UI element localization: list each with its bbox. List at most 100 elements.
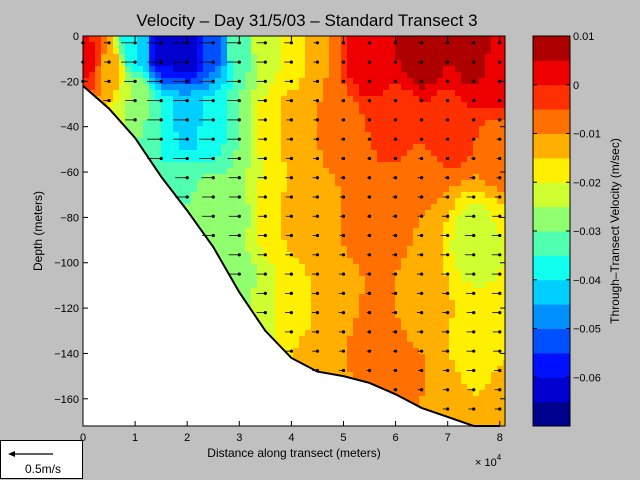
contour-cell xyxy=(179,198,186,205)
contour-cell xyxy=(401,150,408,157)
contour-cell xyxy=(137,126,144,133)
contour-cell xyxy=(299,150,306,157)
contour-cell xyxy=(353,246,360,253)
contour-cell xyxy=(257,222,264,229)
contour-cell xyxy=(395,222,402,229)
contour-cell xyxy=(341,354,348,361)
contour-cell xyxy=(497,258,504,265)
contour-cell xyxy=(449,300,456,307)
contour-cell xyxy=(419,336,426,343)
contour-cell xyxy=(419,324,426,331)
contour-cell xyxy=(485,288,492,295)
contour-cell xyxy=(425,396,432,403)
contour-cell xyxy=(383,216,390,223)
contour-cell xyxy=(485,150,492,157)
contour-cell xyxy=(371,198,378,205)
contour-cell xyxy=(419,132,426,139)
contour-cell xyxy=(167,84,174,91)
contour-cell xyxy=(491,342,498,349)
contour-cell xyxy=(503,102,505,109)
contour-cell xyxy=(257,156,264,163)
contour-cell xyxy=(389,348,396,355)
contour-cell xyxy=(377,126,384,133)
contour-cell xyxy=(401,240,408,247)
contour-cell xyxy=(437,42,444,49)
contour-cell xyxy=(407,354,414,361)
contour-cell xyxy=(437,72,444,79)
contour-cell xyxy=(287,264,294,271)
contour-cell xyxy=(485,384,492,391)
contour-cell xyxy=(191,192,198,199)
contour-cell xyxy=(155,96,162,103)
contour-cell xyxy=(263,144,270,151)
station-point xyxy=(263,60,267,64)
contour-cell xyxy=(215,222,222,229)
contour-cell xyxy=(467,408,474,415)
station-point xyxy=(393,195,398,199)
contour-cell xyxy=(407,132,414,139)
contour-cell xyxy=(119,96,126,103)
contour-cell xyxy=(233,102,240,109)
contour-cell xyxy=(311,156,318,163)
station-point xyxy=(185,137,189,141)
contour-cell xyxy=(449,96,456,103)
contour-cell xyxy=(269,294,276,301)
contour-cell xyxy=(455,408,462,415)
contour-cell xyxy=(359,72,366,79)
contour-cell xyxy=(341,204,348,211)
contour-cell xyxy=(443,48,450,55)
contour-cell xyxy=(365,330,372,337)
contour-cell xyxy=(353,216,360,223)
contour-cell xyxy=(413,72,420,79)
contour-cell xyxy=(437,300,444,307)
contour-cell xyxy=(425,336,432,343)
contour-cell xyxy=(449,108,456,115)
station-point xyxy=(185,41,189,45)
contour-cell xyxy=(227,36,234,43)
contour-cell xyxy=(467,102,474,109)
contour-cell xyxy=(431,336,438,343)
contour-cell xyxy=(251,156,258,163)
contour-cell xyxy=(371,228,378,235)
contour-cell xyxy=(437,294,444,301)
contour-cell xyxy=(299,222,306,229)
contour-cell xyxy=(353,102,360,109)
contour-cell xyxy=(359,114,366,121)
contour-cell xyxy=(185,60,192,67)
contour-cell xyxy=(317,48,324,55)
contour-cell xyxy=(329,150,336,157)
contour-cell xyxy=(293,246,300,253)
contour-cell xyxy=(431,42,438,49)
contour-cell xyxy=(365,54,372,61)
contour-cell xyxy=(407,156,414,163)
contour-cell xyxy=(137,132,144,139)
contour-cell xyxy=(431,36,438,43)
contour-cell xyxy=(419,90,426,97)
contour-cell xyxy=(197,132,204,139)
contour-cell xyxy=(431,138,438,145)
contour-cell xyxy=(161,114,168,121)
contour-cell xyxy=(461,162,468,169)
contour-cell xyxy=(383,372,390,379)
contour-cell xyxy=(311,132,318,139)
contour-cell xyxy=(395,204,402,211)
contour-cell xyxy=(371,306,378,313)
contour-cell xyxy=(389,96,396,103)
contour-cell xyxy=(317,306,324,313)
contour-cell xyxy=(431,324,438,331)
contour-cell xyxy=(491,384,498,391)
contour-cell xyxy=(353,258,360,265)
contour-cell xyxy=(323,132,330,139)
contour-cell xyxy=(185,168,192,175)
contour-cell xyxy=(365,168,372,175)
contour-cell xyxy=(449,54,456,61)
contour-cell xyxy=(335,282,342,289)
contour-cell xyxy=(443,42,450,49)
contour-cell xyxy=(311,114,318,121)
contour-cell xyxy=(359,126,366,133)
contour-cell xyxy=(227,54,234,61)
contour-cell xyxy=(161,36,168,43)
station-point xyxy=(237,253,241,257)
contour-cell xyxy=(479,198,486,205)
contour-cell xyxy=(311,300,318,307)
